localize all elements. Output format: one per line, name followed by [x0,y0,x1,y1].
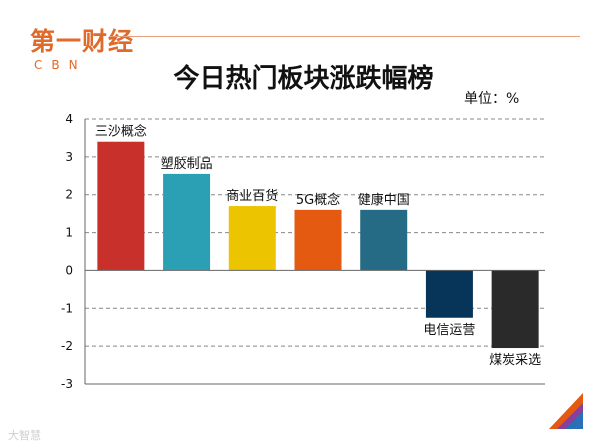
category-label: 商业百货 [226,188,278,204]
y-tick-label: -1 [61,301,73,315]
bar [491,270,539,349]
footer-watermark: 大智慧 [8,429,41,442]
bar [97,141,145,271]
bar [163,173,211,271]
y-tick-label: 0 [65,263,73,277]
header-divider [110,36,580,37]
bar [294,209,342,271]
y-tick-label: 2 [65,188,73,202]
category-label: 塑胶制品 [161,156,213,172]
y-tick-label: 3 [65,150,73,164]
cbn-logo: 第一财经 CBN [30,28,133,78]
y-tick-label: -3 [61,377,73,391]
unit-label: 单位：% [464,91,520,107]
category-label: 5G概念 [296,192,340,208]
bar [360,209,408,271]
bar [228,206,276,271]
category-label: 电信运营 [423,323,475,338]
y-tick-label: 4 [65,112,73,126]
chart-title: 今日热门板块涨跌幅榜 [173,64,434,94]
corner-decoration-icon [549,393,583,429]
bar [425,270,473,318]
category-label: 煤炭采选 [489,353,541,368]
y-tick-label: 1 [65,226,73,240]
category-label: 三沙概念 [95,124,147,140]
logo-text: 第一财经 [30,27,135,56]
category-label: 健康中国 [358,192,410,208]
logo-subtext: CBN [34,58,87,72]
y-tick-label: -2 [61,339,73,353]
